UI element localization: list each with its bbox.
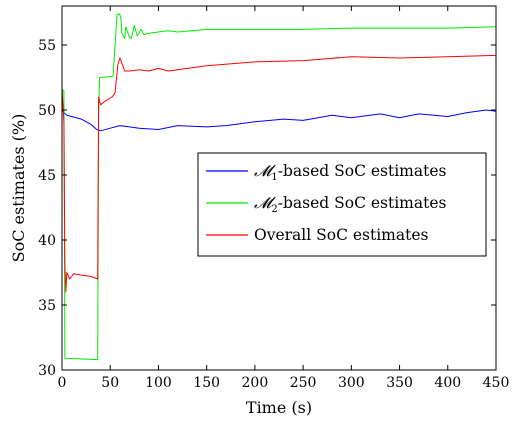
- x-tick-label: 350: [386, 375, 413, 391]
- legend-box: [197, 152, 487, 257]
- series-line-2: [62, 13, 496, 361]
- y-axis: 30 35 40 45 50 55: [38, 38, 496, 379]
- x-axis: 0 50 100 150 200 250 300 350 400 450: [58, 6, 510, 391]
- y-tick-label: 30: [38, 363, 56, 379]
- y-tick-label: 40: [38, 233, 56, 249]
- series-layer: [62, 13, 496, 361]
- y-tick-label: 50: [38, 103, 56, 119]
- x-tick-label: 50: [101, 375, 119, 391]
- x-tick-label: 200: [242, 375, 269, 391]
- x-tick-label: 150: [193, 375, 220, 391]
- x-tick-label: 450: [483, 375, 510, 391]
- plot-frame: [61, 5, 497, 371]
- y-tick-label: 45: [38, 168, 56, 184]
- series-line-3: [62, 54, 496, 293]
- series-line-1: [62, 109, 496, 132]
- y-tick-label: 35: [38, 298, 56, 314]
- legend-label-overall: Overall SoC estimates: [254, 226, 429, 244]
- x-tick-label: 250: [290, 375, 317, 391]
- legend-label-m2: 𝓜2-based SoC estimates: [254, 194, 447, 215]
- x-tick-label: 100: [145, 375, 172, 391]
- x-tick-label: 0: [58, 375, 67, 391]
- x-tick-label: 300: [338, 375, 365, 391]
- y-axis-title: SoC estimates (%): [9, 114, 28, 263]
- legend-label-m1: 𝓜1-based SoC estimates: [254, 162, 447, 183]
- x-tick-label: 400: [434, 375, 461, 391]
- x-axis-title: Time (s): [246, 398, 312, 417]
- y-tick-label: 55: [38, 38, 56, 54]
- legend: 𝓜1-based SoC estimates 𝓜2-based SoC esti…: [197, 152, 487, 257]
